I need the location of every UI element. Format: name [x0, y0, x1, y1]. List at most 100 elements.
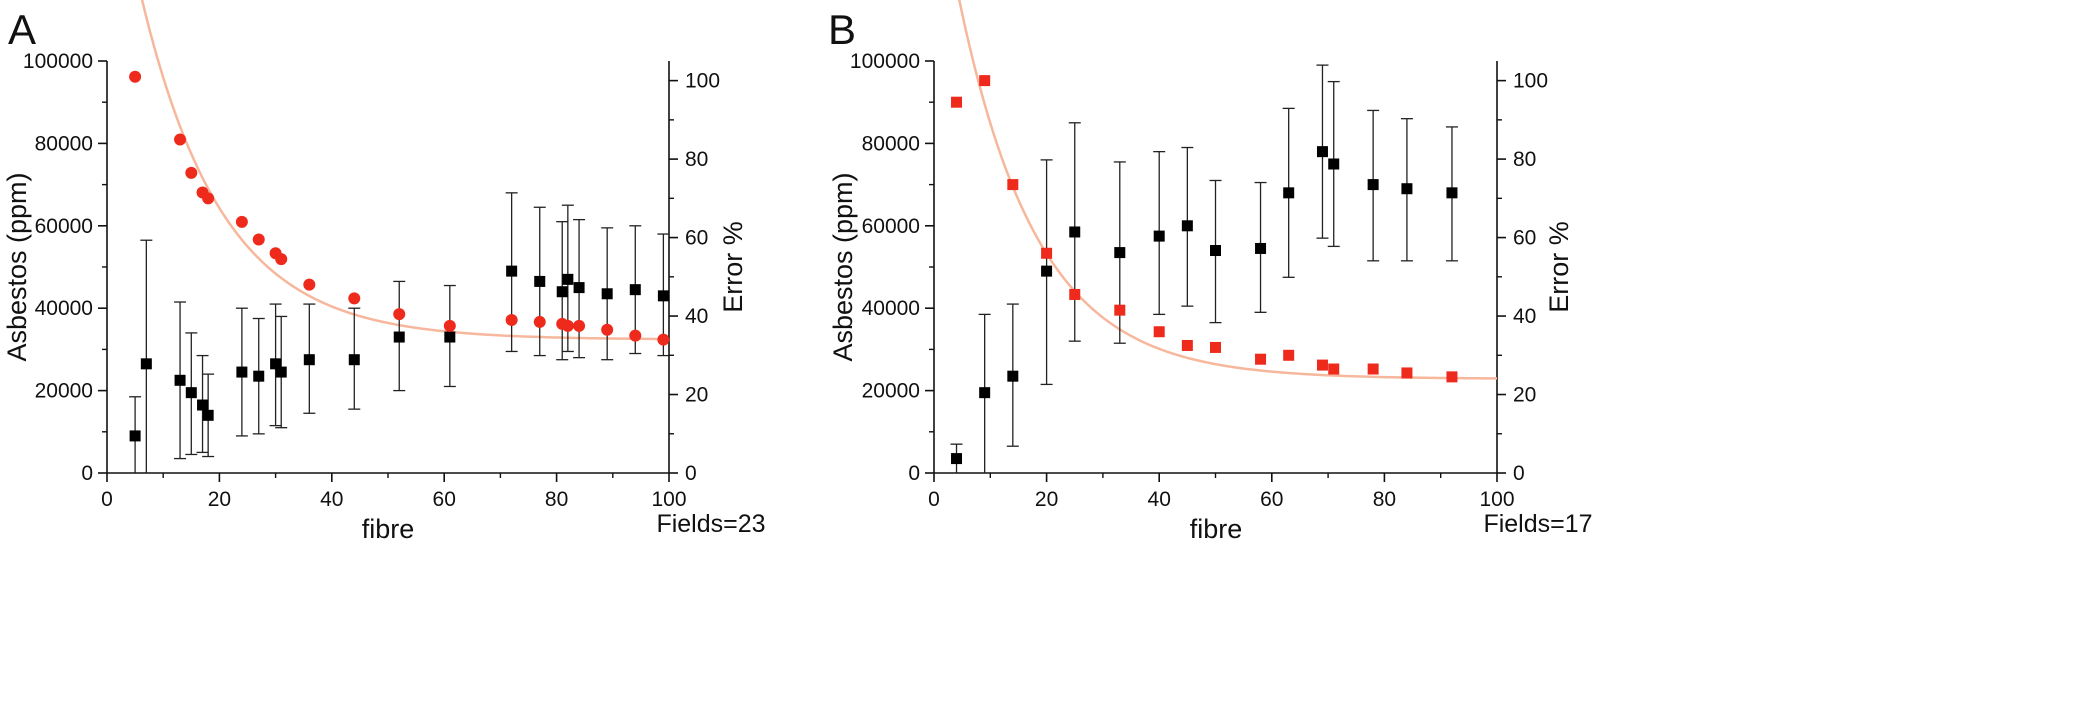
error-point: [1401, 367, 1413, 379]
error-point: [174, 133, 187, 146]
asbestos-point: [348, 354, 360, 366]
error-point: [443, 319, 456, 332]
x-tick-label: 20: [208, 488, 231, 511]
x-tick-label: 0: [928, 488, 940, 511]
x-tick-label: 80: [1373, 488, 1396, 511]
asbestos-point: [270, 358, 282, 370]
x-tick-label: 100: [1479, 488, 1514, 511]
x-tick-label: 40: [320, 488, 343, 511]
asbestos-point: [444, 331, 456, 343]
y-axis-title: Asbestos (ppm): [828, 172, 858, 361]
x-axis-title: fibre: [362, 514, 415, 544]
asbestos-point: [1181, 220, 1193, 232]
asbestos-point: [1041, 265, 1053, 277]
asbestos-point: [573, 282, 585, 294]
asbestos-point: [1401, 183, 1413, 195]
asbestos-point: [601, 288, 613, 300]
asbestos-point: [1255, 242, 1267, 254]
asbestos-point: [1007, 370, 1019, 382]
y-tick-label: 80000: [862, 132, 920, 155]
error-point: [1316, 359, 1328, 371]
asbestos-point: [1114, 247, 1126, 259]
y2-tick-label: 20: [1513, 384, 1536, 407]
error-point: [1153, 326, 1165, 338]
asbestos-point: [197, 399, 209, 411]
y2-tick-label: 60: [685, 227, 708, 250]
y2-tick-label: 40: [1513, 305, 1536, 328]
error-point: [202, 192, 215, 205]
asbestos-point: [1069, 226, 1081, 238]
y2-tick-label: 80: [685, 148, 708, 171]
asbestos-point: [556, 286, 568, 298]
x-tick-label: 60: [433, 488, 456, 511]
error-point: [629, 329, 642, 342]
asbestos-point: [174, 374, 186, 386]
y2-axis-title: Error %: [1544, 221, 1574, 313]
error-point: [561, 319, 574, 332]
asbestos-point: [562, 273, 574, 285]
y-axis-title: Asbestos (ppm): [2, 172, 32, 361]
y2-axis-title: Error %: [718, 221, 748, 313]
error-point: [1255, 353, 1267, 365]
asbestos-point: [1446, 187, 1458, 199]
asbestos-point: [1283, 187, 1295, 199]
error-point: [348, 292, 361, 305]
error-point: [1181, 339, 1193, 351]
y-tick-label: 60000: [35, 215, 93, 238]
y2-tick-label: 0: [1513, 462, 1525, 485]
fields-annotation: Fields=23: [656, 510, 765, 538]
error-point: [235, 215, 248, 228]
error-fit-curve: [958, 0, 1498, 380]
panel-letter: A: [8, 6, 36, 53]
asbestos-point: [253, 370, 265, 382]
y-tick-label: 40000: [862, 297, 920, 320]
asbestos-point: [393, 331, 405, 343]
x-tick-label: 20: [1035, 488, 1058, 511]
error-point: [601, 323, 614, 336]
error-point: [979, 75, 991, 87]
y2-tick-label: 100: [685, 70, 720, 93]
y-tick-label: 40000: [35, 297, 93, 320]
error-point: [573, 319, 586, 332]
y-tick-label: 80000: [35, 132, 93, 155]
asbestos-point: [275, 366, 287, 378]
y-tick-label: 0: [908, 462, 920, 485]
x-tick-label: 100: [651, 488, 686, 511]
x-tick-label: 80: [545, 488, 568, 511]
asbestos-point: [951, 453, 963, 465]
asbestos-point: [129, 430, 141, 442]
error-point: [1328, 363, 1340, 375]
x-tick-label: 60: [1260, 488, 1283, 511]
error-point: [393, 308, 406, 321]
y-tick-label: 60000: [862, 215, 920, 238]
asbestos-point: [236, 366, 248, 378]
y2-tick-label: 80: [1513, 148, 1536, 171]
y-tick-label: 100000: [850, 50, 920, 73]
error-point: [252, 233, 265, 246]
error-point: [185, 166, 198, 179]
x-tick-label: 40: [1148, 488, 1171, 511]
error-point: [533, 315, 546, 328]
asbestos-point: [629, 284, 641, 296]
asbestos-point: [1153, 230, 1165, 242]
asbestos-point: [506, 265, 518, 277]
error-point: [1041, 247, 1053, 259]
asbestos-point: [1210, 245, 1221, 257]
error-point: [129, 70, 142, 83]
asbestos-point: [1316, 146, 1328, 158]
asbestos-point: [534, 275, 546, 287]
y-tick-label: 0: [81, 462, 93, 485]
error-point: [951, 96, 963, 108]
x-tick-label: 0: [101, 488, 113, 511]
y-tick-label: 100000: [23, 50, 93, 73]
error-point: [1446, 371, 1458, 383]
y2-tick-label: 0: [685, 462, 697, 485]
error-point: [1367, 363, 1379, 375]
error-point: [1283, 349, 1295, 361]
panel-b: B 0 20 40 60 80 100 0 20000 40000 60000 80000 100000…: [828, 0, 1593, 544]
asbestos-point: [657, 290, 669, 302]
y2-tick-label: 60: [1513, 227, 1536, 250]
panel-letter: B: [828, 6, 856, 53]
y-tick-label: 20000: [35, 380, 93, 403]
